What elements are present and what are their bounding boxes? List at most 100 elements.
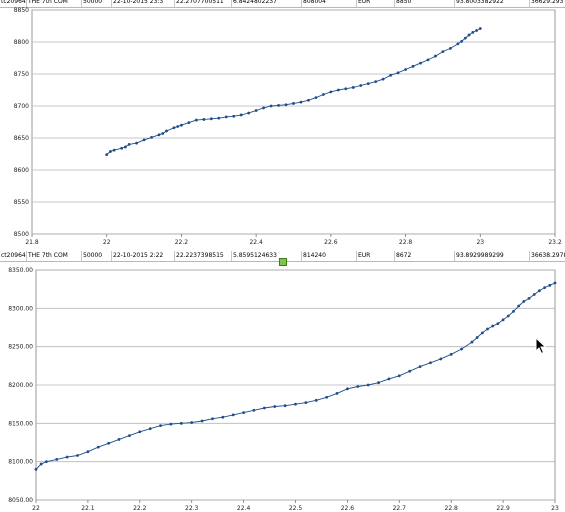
data-point [200,419,204,423]
y-tick-label: 8550 [14,199,29,206]
data-point [426,58,430,62]
data-point [190,421,194,424]
data-point [269,104,273,108]
data-point [527,296,531,300]
data-point [254,109,258,112]
data-point [512,310,515,313]
data-point [460,347,463,351]
data-point [107,441,111,445]
data-point [344,87,348,91]
data-point [232,114,236,118]
selection-handle[interactable] [279,258,287,266]
data-point [335,392,339,395]
data-point [165,129,168,133]
x-tick-label: 23 [551,505,559,512]
spreadsheet-cell[interactable]: 93.8003382922 [455,0,530,7]
y-tick-label: 8150.00 [8,420,33,427]
spreadsheet-cell[interactable]: 22.2237398515 [175,251,232,261]
y-tick-label: 8800 [14,39,29,46]
data-point [252,408,256,412]
spreadsheet-cell[interactable]: tc20964 [0,0,27,7]
data-point [506,314,510,318]
data-point [411,64,415,68]
data-point [434,54,437,58]
x-tick-label: 22.3 [185,505,199,512]
spreadsheet-cell[interactable]: 6.8424802237 [232,0,302,7]
spreadsheet-cell[interactable]: 808004 [302,0,357,7]
data-point [374,80,378,84]
series-line [106,28,481,155]
data-point [366,383,370,387]
data-point [211,417,214,421]
data-point [292,102,295,105]
data-point [217,116,221,120]
spreadsheet-cell[interactable]: 8850 [395,0,455,7]
data-point [187,121,191,125]
spreadsheet-cell[interactable]: 5.8595124633 [232,251,302,261]
data-point [439,357,443,361]
spreadsheet-cell[interactable]: 22.2707700511 [175,0,232,7]
spreadsheet-cell[interactable]: EUR [357,251,395,261]
data-point [120,146,124,150]
data-point [76,454,79,457]
data-point [351,86,355,89]
spreadsheet-cell[interactable]: 22-10-2015 23:3 [112,0,175,7]
data-point [180,123,183,127]
x-tick-label: 22 [103,239,111,246]
spreadsheet-cell[interactable]: 814240 [302,251,357,261]
x-tick-label: 23 [476,239,484,246]
x-tick-label: 21.8 [25,239,39,246]
data-point [86,450,90,454]
x-tick-label: 22.6 [324,239,338,246]
spreadsheet-cell[interactable]: 36638.2978 [530,251,565,261]
data-point [532,293,536,296]
x-tick-label: 22.1 [81,505,95,512]
spreadsheet-cell[interactable]: ct20964 [1,251,27,261]
data-point [176,125,180,128]
data-point [471,31,475,34]
spreadsheet-cell[interactable]: THE 7th COM [27,0,82,7]
spreadsheet-cell[interactable]: 8672 [395,251,455,261]
spreadsheet-cell[interactable]: THE 7th COM [27,251,82,261]
data-point [105,153,109,157]
spreadsheet-cell[interactable]: 50000 [82,0,112,7]
spreadsheet-cell[interactable]: 93.8929989299 [455,251,530,261]
data-point [381,77,385,81]
data-point [299,100,303,104]
data-point [346,387,349,391]
x-tick-label: 22.4 [249,239,263,246]
data-point [127,143,131,146]
data-point [142,138,146,142]
spreadsheet-cell[interactable]: EUR [357,0,395,7]
data-point [304,401,308,405]
spreadsheet-cell[interactable]: 36629.293 [530,0,565,7]
data-point [397,374,401,378]
data-point [209,117,213,121]
data-point [329,90,333,94]
spreadsheet-cell[interactable]: 50000 [82,251,112,261]
data-point [396,71,400,75]
data-point [157,133,161,137]
data-point [159,424,162,428]
y-tick-label: 8050.00 [8,497,33,504]
data-point [336,88,340,92]
spreadsheet-row-top[interactable]: tc20964 THE 7th COM 50000 22-10-2015 23:3 22… [0,0,565,8]
data-point [553,281,557,285]
data-point [387,377,391,381]
y-tick-label: 8100.00 [8,459,33,466]
data-point [224,115,228,119]
data-point [128,434,131,437]
y-tick-label: 8750 [14,71,29,78]
data-point [460,39,464,43]
data-point [277,103,280,107]
x-tick-label: 22.6 [341,505,355,512]
data-point [449,352,453,356]
data-point [543,286,547,290]
data-point [194,118,198,122]
data-point [366,82,370,85]
data-point [55,457,59,461]
data-point [172,126,176,130]
spreadsheet-cell[interactable]: 22-10-2015 2:22 [112,251,175,261]
y-tick-label: 8500 [14,231,29,238]
data-point [314,96,318,100]
